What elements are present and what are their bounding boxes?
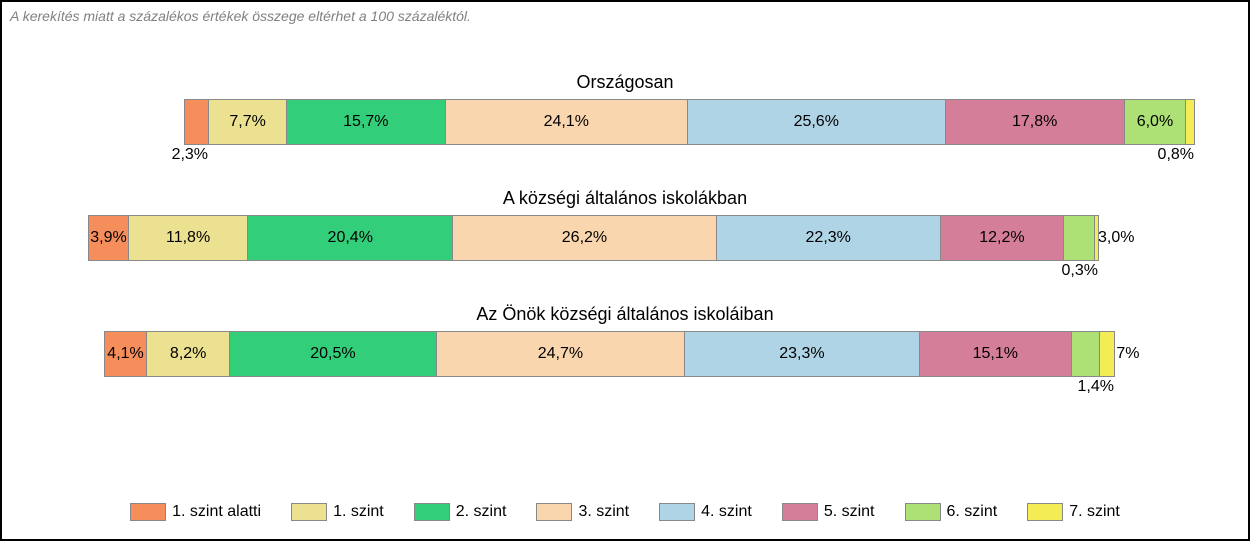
chart-frame: A kerekítés miatt a százalékos értékek ö…: [0, 0, 1250, 541]
legend-swatch: [659, 503, 695, 521]
bar-wrap: 2,3% 7,7% 15,7% 24,1% 25,6% 17,8% 6,0% 0,8%: [2, 99, 1248, 143]
bar-segment: 6,0%: [1125, 100, 1186, 144]
segment-label: 6,0%: [1137, 113, 1173, 131]
legend-swatch: [536, 503, 572, 521]
legend-label: 1. szint alatti: [172, 503, 261, 521]
bar-segment: 23,3%: [685, 332, 919, 376]
segment-label: 11,8%: [166, 229, 210, 247]
stacked-bar: 3,9% 11,8% 20,4% 26,2% 22,3% 12,2% 3,0%0,3%: [88, 215, 1099, 261]
legend-item: 1. szint: [291, 503, 384, 521]
segment-label: 0,8%: [1158, 146, 1194, 164]
segment-label: 12,2%: [979, 229, 1024, 247]
segment-label: 24,7%: [538, 345, 583, 363]
bar-segment: 8,2%: [147, 332, 230, 376]
bar-segment: 12,2%: [941, 216, 1064, 260]
bar-segment: 1,4%: [1100, 332, 1115, 376]
chart-area: Országosan 2,3% 7,7% 15,7% 24,1% 25,6% 17,8% 6,…: [2, 72, 1248, 420]
stacked-bar: 4,1% 8,2% 20,5% 24,7% 23,3% 15,1% 2,7%1,4%: [104, 331, 1115, 377]
segment-label: 3,0%: [1094, 229, 1134, 247]
bar-wrap: 4,1% 8,2% 20,5% 24,7% 23,3% 15,1% 2,7%1,4%: [2, 331, 1248, 375]
legend-item: 7. szint: [1027, 503, 1120, 521]
row-title: Az Önök községi általános iskoláiban: [2, 304, 1248, 325]
segment-label: 17,8%: [1012, 113, 1057, 131]
segment-label: 20,4%: [328, 229, 373, 247]
legend-item: 4. szint: [659, 503, 752, 521]
legend-swatch: [782, 503, 818, 521]
segment-label: 23,3%: [779, 345, 824, 363]
stacked-bar: 2,3% 7,7% 15,7% 24,1% 25,6% 17,8% 6,0% 0,8%: [184, 99, 1195, 145]
chart-row: Az Önök községi általános iskoláiban 4,1%…: [2, 304, 1248, 375]
segment-label: 15,7%: [343, 113, 388, 131]
legend-label: 4. szint: [701, 503, 752, 521]
legend-swatch: [905, 503, 941, 521]
bar-segment: 0,8%: [1186, 100, 1195, 144]
segment-label: 1,4%: [1078, 378, 1114, 396]
bar-segment: 20,5%: [230, 332, 436, 376]
legend-item: 6. szint: [905, 503, 998, 521]
bar-segment: 24,1%: [446, 100, 689, 144]
segment-label: 7,7%: [229, 113, 265, 131]
bar-segment: 26,2%: [453, 216, 716, 260]
legend-item: 5. szint: [782, 503, 875, 521]
legend-swatch: [130, 503, 166, 521]
legend-label: 5. szint: [824, 503, 875, 521]
segment-label: 4,1%: [107, 345, 143, 363]
bar-segment: 17,8%: [946, 100, 1125, 144]
segment-label: 26,2%: [562, 229, 607, 247]
bar-wrap: 3,9% 11,8% 20,4% 26,2% 22,3% 12,2% 3,0%0,3%: [2, 215, 1248, 259]
bar-segment: 25,6%: [688, 100, 946, 144]
legend-label: 1. szint: [333, 503, 384, 521]
legend-item: 2. szint: [414, 503, 507, 521]
bar-segment: 11,8%: [129, 216, 248, 260]
legend-item: 3. szint: [536, 503, 629, 521]
segment-label: 25,6%: [794, 113, 839, 131]
bar-segment: 24,7%: [437, 332, 686, 376]
bar-segment: 4,1%: [105, 332, 147, 376]
bar-segment: 15,1%: [920, 332, 1072, 376]
bar-segment: 22,3%: [717, 216, 941, 260]
row-title: A községi általános iskolákban: [2, 188, 1248, 209]
segment-label: 2,3%: [172, 146, 208, 164]
row-title: Országosan: [2, 72, 1248, 93]
bar-segment: 7,7%: [209, 100, 287, 144]
segment-label: 3,9%: [90, 229, 126, 247]
legend-label: 7. szint: [1069, 503, 1120, 521]
bar-segment: 0,3%: [1095, 216, 1099, 260]
bar-segment: 2,7%: [1072, 332, 1100, 376]
rounding-note: A kerekítés miatt a százalékos értékek ö…: [10, 8, 471, 24]
legend-item: 1. szint alatti: [130, 503, 261, 521]
legend-swatch: [291, 503, 327, 521]
legend-swatch: [1027, 503, 1063, 521]
legend-label: 2. szint: [456, 503, 507, 521]
legend-label: 6. szint: [947, 503, 998, 521]
segment-label: 8,2%: [170, 345, 206, 363]
legend-swatch: [414, 503, 450, 521]
chart-row: A községi általános iskolákban 3,9% 11,8% 2…: [2, 188, 1248, 259]
bar-segment: 15,7%: [287, 100, 445, 144]
segment-label: 20,5%: [310, 345, 355, 363]
chart-row: Országosan 2,3% 7,7% 15,7% 24,1% 25,6% 17,8% 6,…: [2, 72, 1248, 143]
legend: 1. szint alatti 1. szint 2. szint 3. szint 4…: [2, 503, 1248, 521]
segment-label: 22,3%: [806, 229, 851, 247]
bar-segment: 3,9%: [89, 216, 129, 260]
segment-label: 24,1%: [544, 113, 589, 131]
bar-segment: 2,3%: [185, 100, 209, 144]
segment-label: 15,1%: [973, 345, 1018, 363]
bar-segment: 20,4%: [248, 216, 453, 260]
segment-label: 0,3%: [1062, 262, 1098, 280]
legend-label: 3. szint: [578, 503, 629, 521]
bar-segment: 3,0%: [1064, 216, 1095, 260]
